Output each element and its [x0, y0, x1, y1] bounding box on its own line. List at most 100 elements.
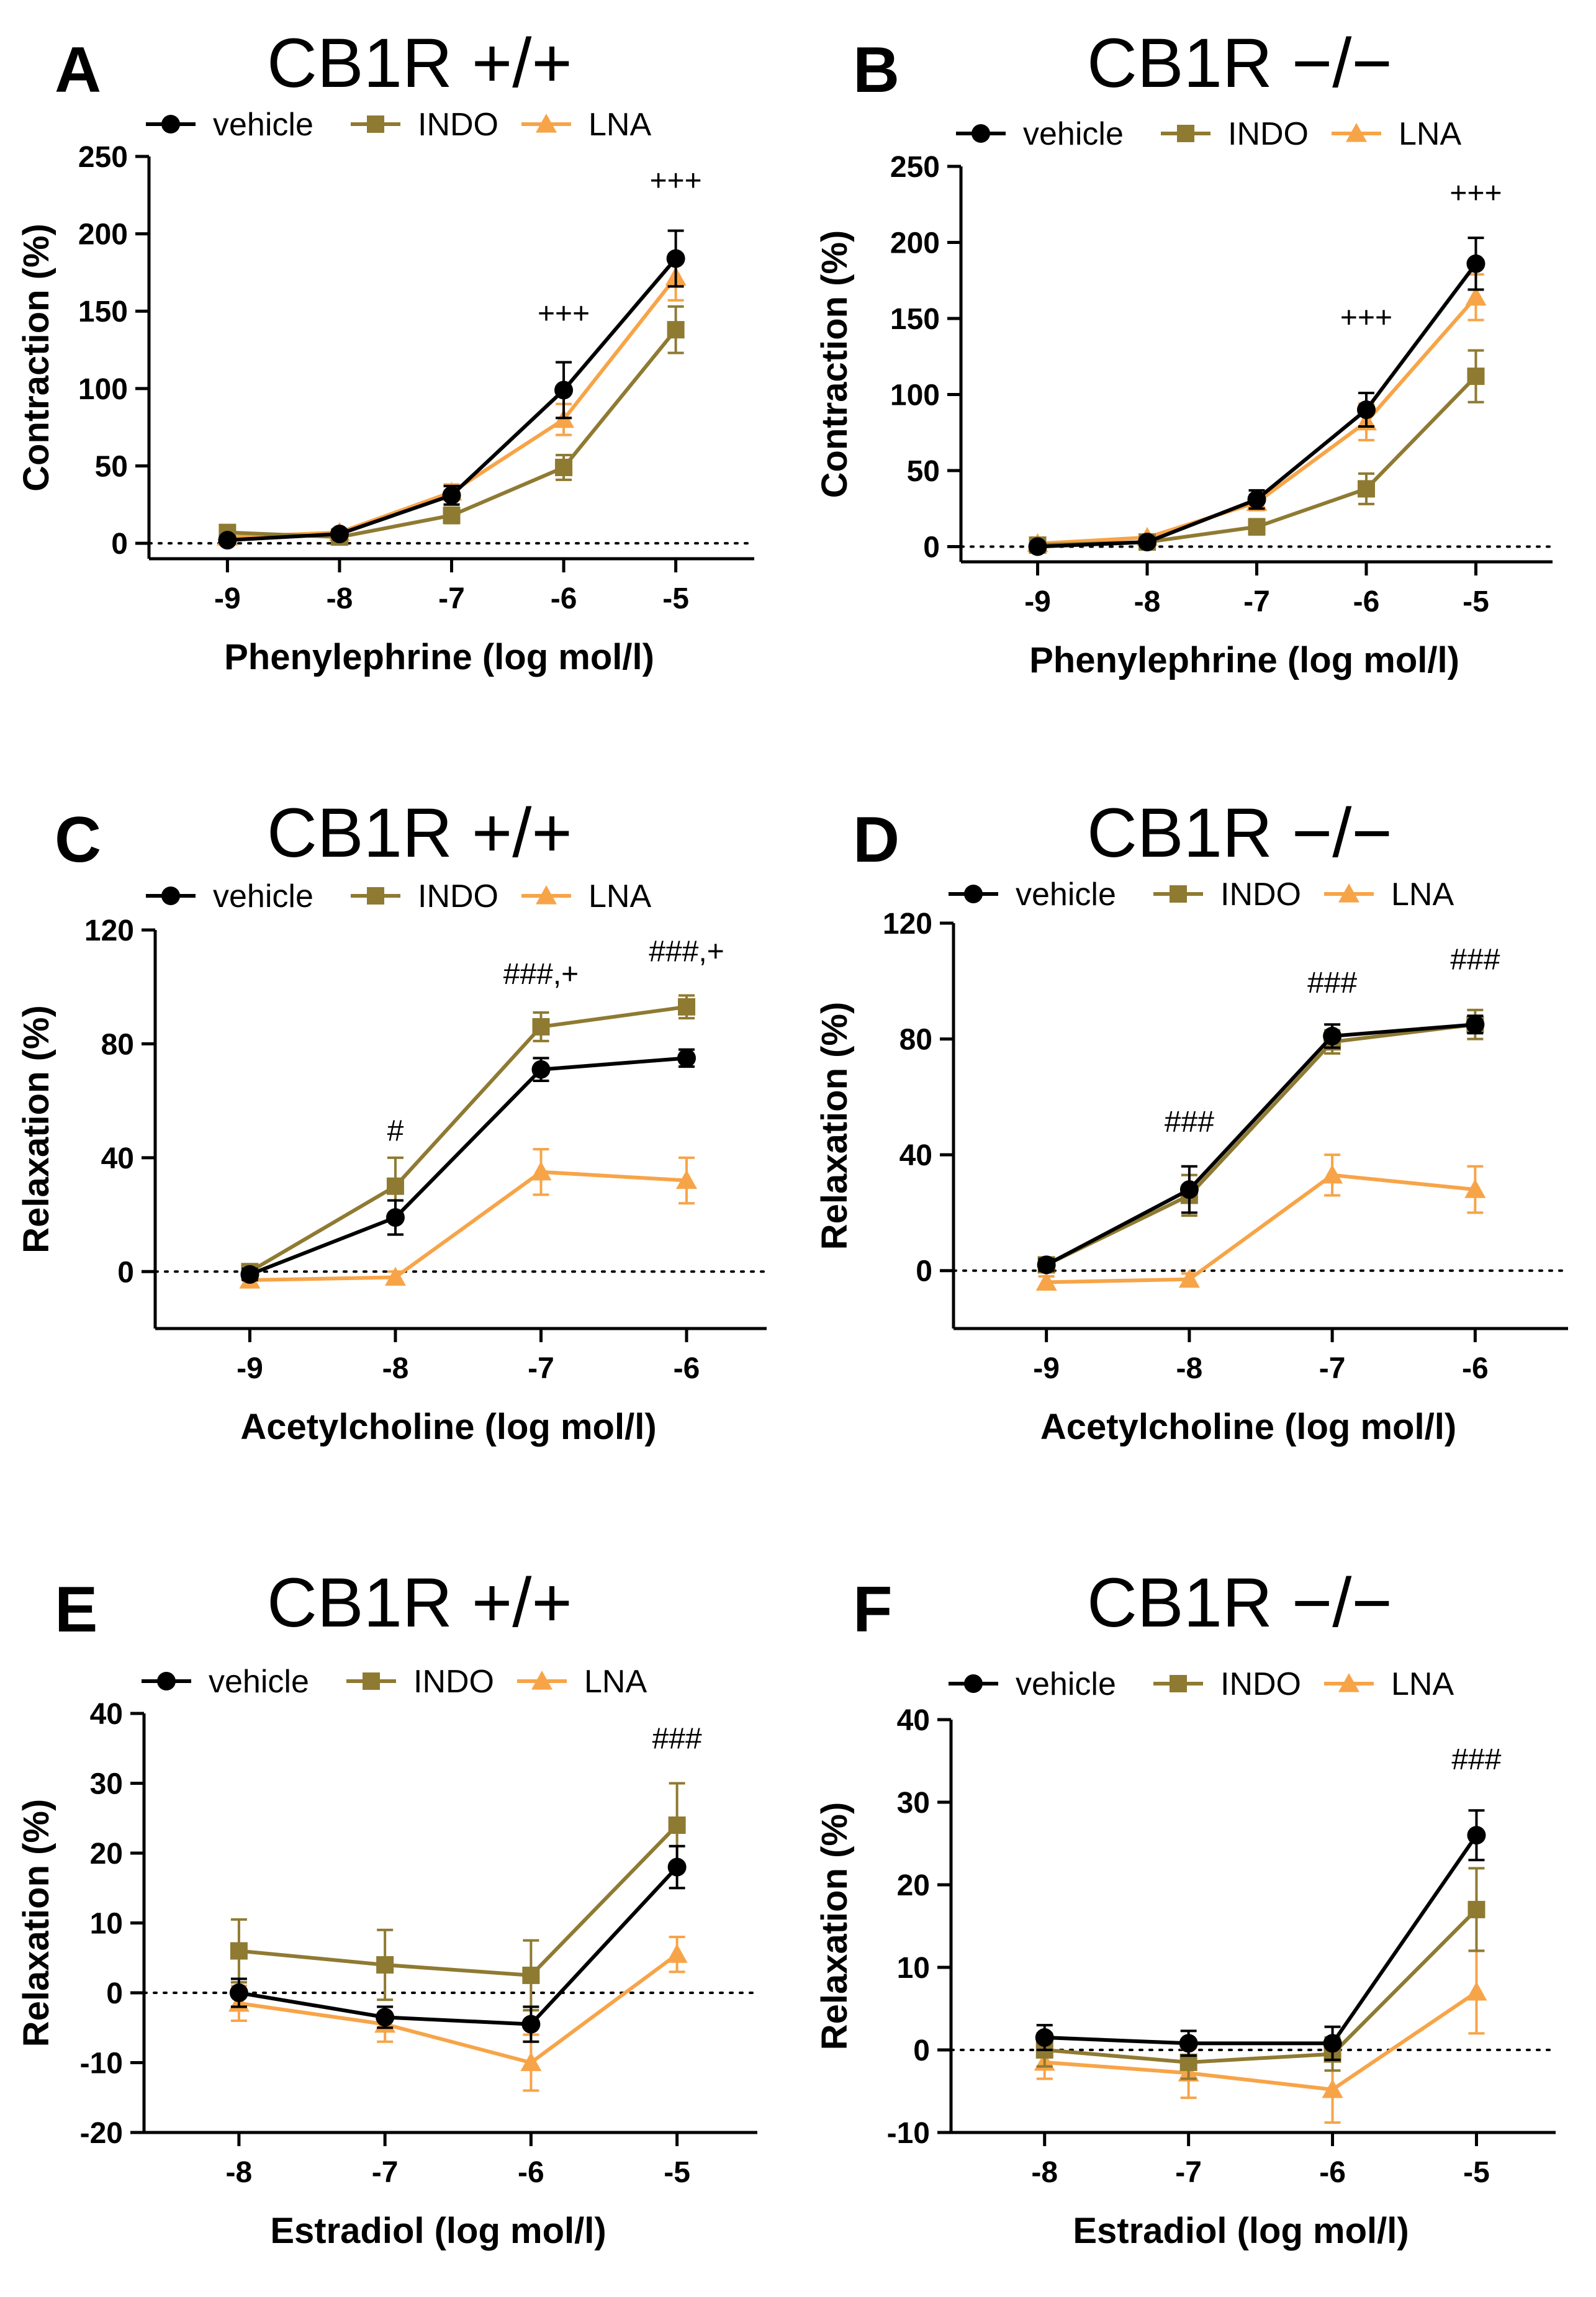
x-tick-label: -9 [237, 1352, 263, 1385]
x-tick-label: -7 [1319, 1352, 1346, 1385]
y-tick-label: 20 [897, 1869, 930, 1902]
y-tick-label: 200 [890, 227, 940, 260]
significance-annotation: # [387, 1114, 404, 1147]
y-tick-label: 150 [890, 303, 940, 336]
data-point-indo [230, 1942, 248, 1960]
data-point-vehicle [442, 485, 461, 505]
chart-e: E CB1R +/+ vehicle INDO LNA -20 -10 0 10 20 30 40 -8… [16, 1564, 759, 2251]
y-tick-label: 20 [90, 1838, 123, 1871]
data-point-lna [1322, 1164, 1343, 1184]
legend-label-vehicle: vehicle [1016, 1666, 1116, 1702]
significance-annotation: +++ [1340, 302, 1392, 335]
panel-a: A CB1R +/+ vehicle INDO LNA 0 50 100 150 200 250 -9… [0, 0, 798, 757]
y-tick-label: 0 [916, 1255, 932, 1288]
series-line-indo [1044, 1908, 1478, 2064]
legend-marker-vehicle [161, 887, 180, 905]
y-tick-label: 100 [890, 379, 940, 412]
series-line-lna [1046, 1173, 1476, 1284]
data-point-vehicle [1035, 2028, 1054, 2047]
data-point-vehicle [531, 1060, 551, 1079]
legend-label-indo: INDO [1220, 1666, 1301, 1702]
legend-label-indo: INDO [413, 1664, 494, 1700]
x-tick-label: -6 [551, 582, 577, 615]
chart-title: CB1R −/− [1087, 1564, 1392, 1641]
series-line-lna [1044, 1990, 1478, 2092]
legend-label-indo: INDO [1228, 116, 1309, 152]
chart-title: CB1R +/+ [267, 794, 572, 872]
y-tick-label: 0 [913, 2034, 930, 2067]
significance-annotation: ### [1451, 1743, 1501, 1776]
legend-label-lna: LNA [588, 107, 651, 143]
data-point-lna [1178, 1268, 1200, 1288]
data-point-vehicle [1247, 490, 1266, 509]
y-tick-label: 150 [78, 296, 128, 328]
data-point-vehicle [385, 1208, 405, 1227]
y-axis-label: Relaxation (%) [814, 1002, 855, 1250]
data-point-lna [1466, 1981, 1487, 2001]
x-axis-label: Acetylcholine (log mol/l) [240, 1407, 656, 1447]
data-point-vehicle [1323, 1026, 1342, 1045]
data-point-vehicle [677, 1049, 697, 1068]
chart-title: CB1R +/+ [267, 24, 572, 102]
legend-label-indo: INDO [418, 107, 498, 143]
y-axis-label: Relaxation (%) [16, 1005, 56, 1253]
x-tick-label: -7 [438, 582, 465, 615]
x-tick-label: -8 [226, 2156, 253, 2189]
x-tick-label: -7 [372, 2156, 399, 2189]
series-line-indo [238, 1823, 679, 1977]
data-point-vehicle [376, 2008, 395, 2027]
data-point-vehicle [1138, 533, 1157, 552]
legend-label-indo: INDO [418, 878, 498, 914]
x-tick-label: -9 [1033, 1352, 1060, 1385]
data-point-lna [384, 1266, 406, 1286]
panel-letter: B [853, 34, 899, 106]
data-point-vehicle [1179, 2034, 1198, 2053]
y-tick-label: 40 [899, 1139, 932, 1172]
data-point-lna [530, 1161, 552, 1181]
legend-marker-vehicle [964, 1674, 983, 1693]
y-tick-label: 40 [90, 1698, 123, 1731]
legend-label-vehicle: vehicle [213, 107, 313, 143]
data-point-vehicle [330, 525, 349, 544]
data-point-lna [676, 1170, 698, 1189]
x-tick-label: -7 [1243, 585, 1270, 618]
data-point-vehicle [229, 1983, 248, 2002]
legend-marker-vehicle [964, 885, 983, 903]
data-point-indo [376, 1956, 394, 1974]
panel-f: F CB1R −/− vehicle INDO LNA -10 0 10 20 30 40 -8 -7 -… [798, 1540, 1596, 2297]
panel-letter: E [55, 1574, 97, 1646]
x-tick-label: -6 [1353, 585, 1380, 618]
y-tick-label: 0 [923, 531, 940, 564]
legend-label-lna: LNA [1391, 1666, 1454, 1702]
x-tick-label: -9 [1024, 585, 1051, 618]
y-tick-label: 30 [897, 1787, 930, 1820]
data-point-vehicle [1356, 400, 1376, 419]
legend-marker-lna [1346, 123, 1367, 142]
y-tick-label: 120 [84, 914, 134, 947]
legend-marker-vehicle [161, 115, 180, 133]
y-tick-label: 120 [883, 908, 932, 941]
y-tick-label: 0 [117, 1256, 134, 1289]
y-tick-label: 80 [101, 1028, 134, 1061]
x-tick-label: -6 [518, 2156, 544, 2189]
data-point-vehicle [554, 381, 574, 400]
y-tick-label: 50 [907, 455, 940, 488]
chart-d: D CB1R −/− vehicle INDO LNA 0 40 80 120 -9 -8 -7 -6A… [814, 794, 1569, 1447]
panel-letter: D [853, 804, 899, 876]
x-axis-label: Phenylephrine (log mol/l) [1029, 640, 1459, 680]
y-axis-label: Contraction (%) [16, 223, 56, 492]
x-tick-label: -8 [327, 582, 353, 615]
data-point-vehicle [218, 531, 237, 550]
data-point-indo [386, 1177, 404, 1195]
legend-marker-indo [367, 887, 384, 905]
chart-title: CB1R −/− [1087, 794, 1392, 872]
significance-annotation: ###,+ [503, 958, 579, 991]
data-point-indo [678, 998, 696, 1016]
series-line-vehicle [1045, 1022, 1476, 1267]
legend-marker-indo [367, 115, 384, 133]
x-axis-label: Acetylcholine (log mol/l) [1040, 1407, 1456, 1447]
data-point-vehicle [1028, 537, 1047, 556]
significance-annotation: ### [1165, 1106, 1214, 1139]
y-tick-label: 10 [897, 1952, 930, 1985]
legend-label-lna: LNA [1399, 116, 1461, 152]
